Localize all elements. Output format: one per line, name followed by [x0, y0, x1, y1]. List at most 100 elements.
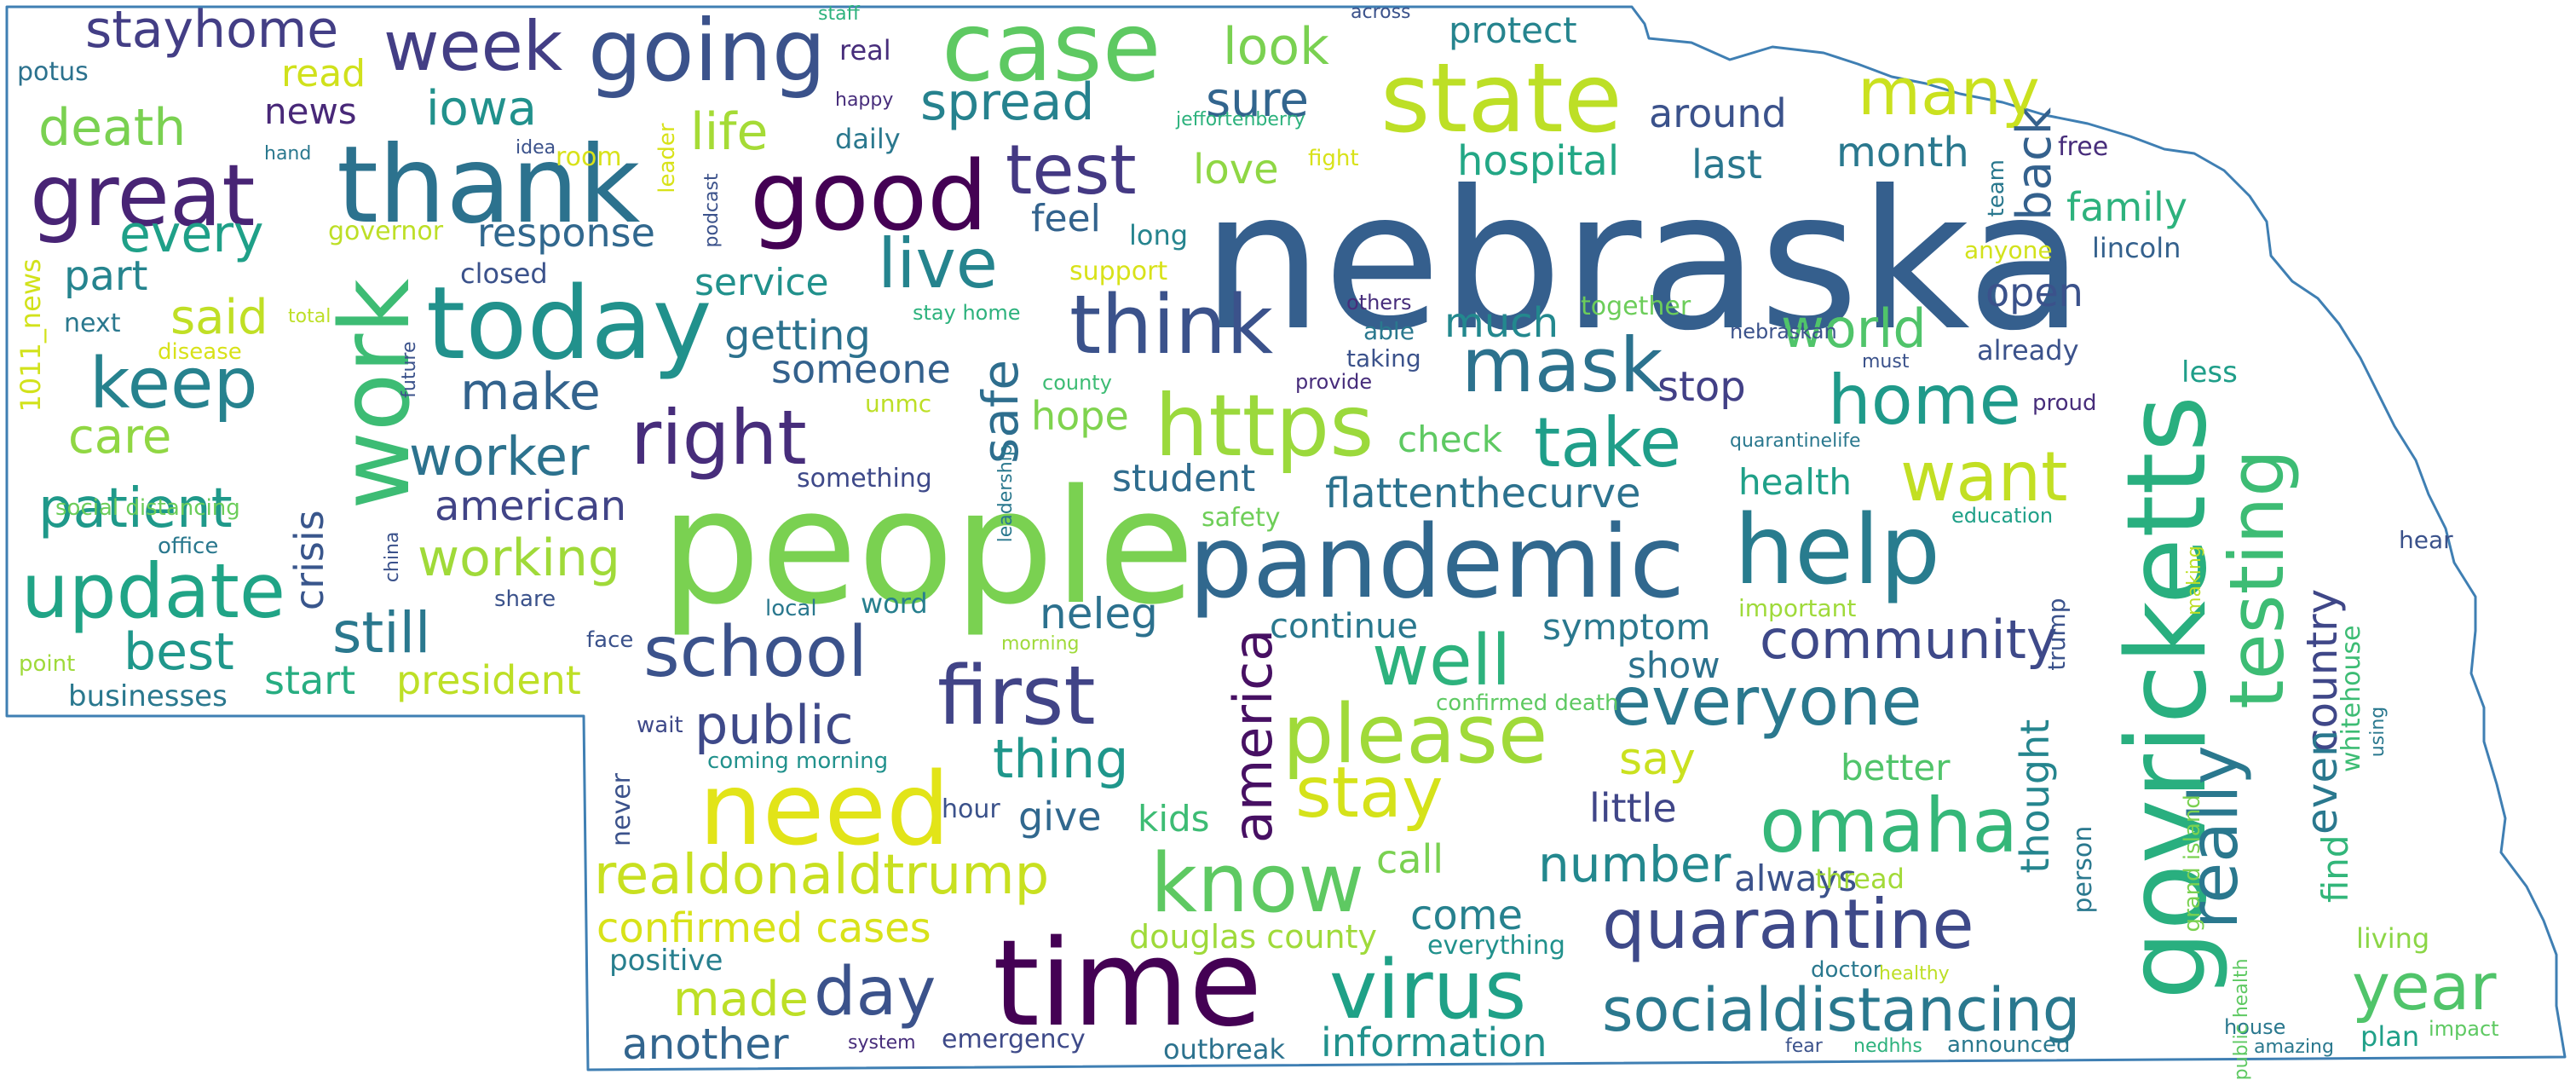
word-already: already	[1977, 334, 2079, 367]
word-grand-island: grand island	[2180, 794, 2205, 933]
word-making: making	[2184, 546, 2205, 615]
word-china: china	[382, 531, 403, 583]
word-positive: positive	[609, 944, 723, 978]
word-word: word	[861, 587, 928, 620]
word-going: going	[588, 1, 827, 101]
word-together: together	[1581, 292, 1691, 321]
word-people: people	[660, 455, 1196, 639]
word-stay-home: stay home	[913, 301, 1021, 325]
word-week: week	[383, 7, 563, 86]
word-businesses: businesses	[68, 679, 228, 713]
word-real: real	[839, 34, 891, 66]
word-hour: hour	[942, 794, 1000, 824]
word-stop: stop	[1657, 363, 1746, 411]
word-unmc: unmc	[865, 390, 932, 418]
word-support: support	[1069, 257, 1168, 286]
word-neleg: neleg	[1040, 589, 1158, 638]
word-thank: thank	[337, 124, 641, 247]
word-look: look	[1223, 17, 1329, 77]
word-every: every	[119, 205, 264, 264]
word-thing: thing	[993, 728, 1129, 790]
word-future: future	[399, 341, 420, 398]
word-president: president	[396, 657, 581, 703]
word-crisis: crisis	[286, 510, 332, 611]
word-nebraska: nebraska	[1202, 150, 2084, 373]
word-free: free	[2058, 132, 2109, 162]
word-health: health	[1738, 461, 1852, 503]
word-worker: worker	[409, 425, 590, 488]
word-best: best	[124, 622, 234, 682]
word-hand: hand	[264, 143, 312, 165]
word-never: never	[607, 772, 637, 846]
word-care: care	[68, 409, 172, 465]
word-daily: daily	[835, 123, 901, 155]
word-school: school	[643, 612, 867, 693]
word-everything: everything	[1427, 931, 1565, 961]
word-thread: thread	[1815, 863, 1905, 895]
word-happy: happy	[835, 90, 894, 111]
word-omaha: omaha	[1760, 782, 2019, 869]
word-face: face	[586, 627, 634, 653]
word-1011-news: 1011_news	[14, 258, 47, 413]
word-anyone: anyone	[1964, 236, 2053, 264]
word-fight: fight	[1308, 146, 1359, 171]
word-family: family	[2066, 184, 2187, 230]
word-death: death	[38, 98, 187, 158]
word-announced: announced	[1947, 1032, 2071, 1058]
word-still: still	[332, 600, 431, 666]
word-realdonaldtrump: realdonaldtrump	[594, 844, 1050, 907]
word-share: share	[494, 586, 556, 612]
word-think: think	[1069, 279, 1274, 373]
word-want: want	[1900, 437, 2068, 517]
word-read: read	[281, 52, 366, 95]
word-sure: sure	[1206, 72, 1309, 128]
word-using: using	[2367, 706, 2389, 758]
word-world: world	[1781, 297, 1927, 360]
word-stayhome: stayhome	[85, 0, 339, 60]
word-whitehouse: whitehouse	[2337, 625, 2366, 772]
word-another: another	[622, 1019, 789, 1069]
word-important: important	[1738, 594, 1857, 622]
word-living: living	[2356, 922, 2430, 955]
word-show: show	[1628, 644, 1720, 686]
word-home: home	[1828, 361, 2021, 440]
word-state: state	[1380, 43, 1622, 154]
word-leader: leader	[654, 123, 680, 193]
word-room: room	[556, 142, 622, 172]
word-taking: taking	[1346, 344, 1421, 373]
word-give: give	[1018, 794, 1102, 840]
word-long: long	[1129, 219, 1189, 251]
word-local: local	[765, 596, 817, 621]
word-kids: kids	[1138, 798, 1210, 840]
word-feel: feel	[1031, 197, 1101, 240]
word-virus: virus	[1329, 944, 1527, 1037]
word-start: start	[264, 657, 356, 703]
word-working: working	[418, 528, 620, 588]
word-hospital: hospital	[1457, 137, 1620, 185]
word-getting: getting	[724, 312, 871, 360]
word-team: team	[1984, 159, 2009, 217]
word-point: point	[19, 651, 76, 677]
word-person: person	[2068, 825, 2098, 914]
word-live: live	[878, 224, 999, 303]
word-impact: impact	[2429, 1017, 2499, 1041]
word-staff: staff	[818, 3, 860, 25]
word-public: public	[694, 694, 854, 756]
word-student: student	[1112, 457, 1256, 500]
word-trump: trump	[2043, 598, 2071, 671]
word-time: time	[993, 915, 1263, 1054]
word-douglas-county: douglas county	[1129, 918, 1377, 956]
word-year: year	[2352, 949, 2497, 1025]
word-made: made	[673, 972, 809, 1027]
word-symptom: symptom	[1542, 606, 1711, 648]
word-county: county	[1042, 371, 1112, 395]
word-stay: stay	[1295, 753, 1444, 834]
word-public-health: public health	[2231, 958, 2252, 1080]
word-system: system	[848, 1032, 916, 1054]
word-say: say	[1619, 734, 1696, 785]
word-education: education	[1951, 504, 2054, 528]
word-hope: hope	[1031, 393, 1129, 439]
word-service: service	[694, 261, 829, 304]
word-number: number	[1538, 835, 1732, 893]
word-come: come	[1410, 892, 1524, 939]
